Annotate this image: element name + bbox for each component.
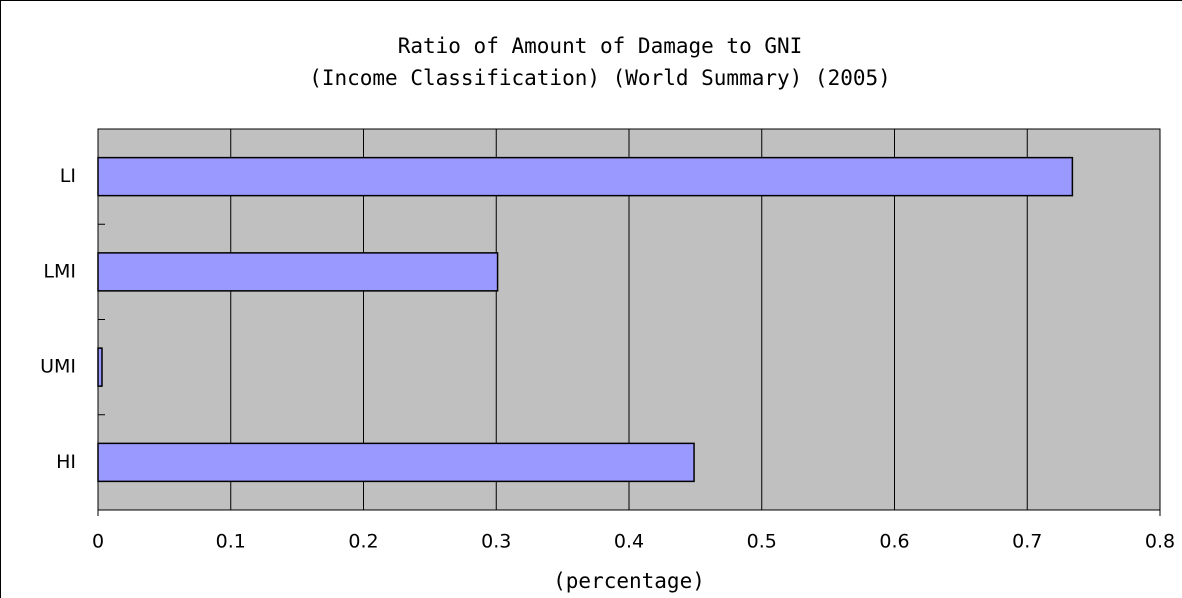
chart-subtitle: (Income Classification) (World Summary) … bbox=[309, 66, 891, 90]
bar bbox=[97, 156, 1074, 197]
y-tick-label: LMI bbox=[43, 260, 76, 282]
x-tick-label: 0.2 bbox=[348, 531, 378, 553]
x-tick-label: 0.1 bbox=[216, 531, 246, 553]
bar bbox=[97, 347, 103, 387]
x-tick-label: 0.5 bbox=[747, 531, 777, 553]
bar bbox=[97, 252, 499, 292]
x-axis-title: (percentage) bbox=[553, 569, 705, 593]
x-tick-label: 0 bbox=[92, 531, 104, 553]
x-tick-label: 0.8 bbox=[1145, 531, 1175, 553]
y-tick-label: HI bbox=[56, 451, 76, 473]
y-tick-label: UMI bbox=[40, 356, 76, 378]
x-tick-label: 0.3 bbox=[481, 531, 511, 553]
x-tick-label: 0.4 bbox=[614, 531, 644, 553]
x-tick-label: 0.7 bbox=[1012, 531, 1042, 553]
chart-title: Ratio of Amount of Damage to GNI bbox=[398, 34, 803, 58]
x-tick-label: 0.6 bbox=[879, 531, 909, 553]
y-tick-label: LI bbox=[60, 165, 76, 187]
bar bbox=[97, 442, 695, 483]
